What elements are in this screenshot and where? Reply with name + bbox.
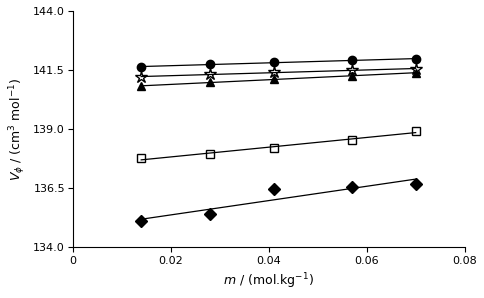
298.15 K [413,129,419,132]
Line: 293.15 K: 293.15 K [137,180,420,226]
293.15 K [138,220,144,223]
Line: 303.15 K: 303.15 K [137,69,420,90]
Y-axis label: $V_{\phi}$ / (cm$^{3}$ mol$^{-1}$): $V_{\phi}$ / (cm$^{3}$ mol$^{-1}$) [7,77,28,181]
313.15 K [207,62,213,66]
303.15 K [271,77,276,81]
298.15 K [138,156,144,160]
298.15 K [349,139,355,142]
303.15 K [349,74,355,77]
308.15 K [271,71,276,74]
X-axis label: $m$ / (mol.kg$^{-1}$): $m$ / (mol.kg$^{-1}$) [223,271,314,291]
303.15 K [207,81,213,84]
293.15 K [207,212,213,216]
298.15 K [207,152,213,156]
313.15 K [138,65,144,69]
308.15 K [138,75,144,79]
Line: 313.15 K: 313.15 K [137,55,420,71]
303.15 K [413,71,419,74]
293.15 K [349,185,355,189]
303.15 K [138,84,144,88]
293.15 K [413,183,419,186]
293.15 K [271,187,276,191]
308.15 K [207,72,213,76]
Line: 298.15 K: 298.15 K [137,126,420,162]
308.15 K [349,69,355,72]
Line: 308.15 K: 308.15 K [135,63,422,83]
313.15 K [349,59,355,62]
313.15 K [271,60,276,64]
298.15 K [271,146,276,150]
308.15 K [413,67,419,71]
313.15 K [413,57,419,60]
